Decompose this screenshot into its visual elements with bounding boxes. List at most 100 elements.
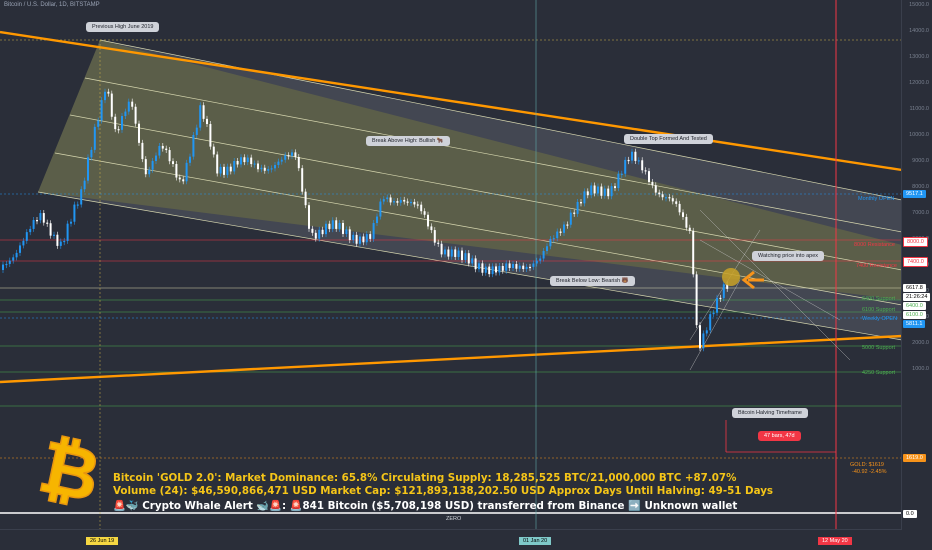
label-7400-resistance: 7400 Resistance [856, 263, 897, 269]
candle-body [243, 157, 246, 163]
candle-body [648, 171, 650, 183]
time-axis[interactable]: 26 Jun 19 01 Jan 20 12 May 20 [0, 529, 902, 550]
candle-body [104, 91, 106, 101]
candle-body [522, 265, 525, 270]
candle-body [563, 224, 565, 233]
candle-body [42, 213, 45, 223]
candle-body [294, 152, 297, 157]
candle-body [87, 157, 89, 181]
candle-body [682, 212, 684, 217]
label-8000-resistance: 8000 Resistance [854, 242, 895, 248]
candle-body [668, 197, 671, 199]
candle-body [461, 250, 463, 260]
candle-body [423, 211, 426, 215]
candle-body [576, 201, 579, 214]
candle-body [491, 266, 494, 275]
candle-body [437, 242, 440, 244]
candle-body [651, 182, 654, 186]
candle-body [593, 185, 596, 194]
callout-double-top: Double Top Formed And Tested [624, 134, 713, 144]
price-tag-6100: 6100.0 [903, 311, 926, 319]
candle-body [253, 163, 256, 165]
candle-body [501, 265, 504, 271]
candle-body [314, 232, 317, 239]
candle-body [512, 264, 514, 269]
candle-body [25, 232, 28, 241]
candle-body [355, 234, 358, 244]
zero-label: ZERO [446, 516, 462, 522]
candle-body [246, 157, 249, 163]
candle-body [263, 167, 266, 171]
candle-body [580, 201, 582, 204]
candle-body [161, 145, 164, 149]
candle-body [151, 160, 154, 170]
candle-body [450, 249, 453, 257]
candle-body [56, 234, 59, 246]
candle-body [335, 220, 338, 229]
candle-body [311, 228, 314, 233]
candle-body [529, 266, 531, 269]
candle-body [719, 297, 722, 300]
candle-body [430, 226, 433, 231]
candle-body [5, 263, 8, 266]
candle-body [226, 166, 229, 175]
candle-body [114, 116, 117, 130]
gold-price-label: GOLD: $1619 [850, 462, 884, 468]
orange-support-line [0, 334, 903, 384]
candle-body [495, 266, 497, 273]
candle-body [692, 230, 695, 275]
candle-body [467, 253, 470, 264]
candle-body [498, 265, 501, 273]
candle-body [348, 229, 351, 241]
candle-body [515, 264, 518, 269]
price-tick: 14000.0 [909, 28, 929, 34]
candle-body [586, 191, 589, 196]
callout-halving: Bitcoin Halving Timeframe [732, 408, 808, 418]
candle-body [444, 249, 446, 255]
candle-body [223, 166, 225, 175]
candle-body [508, 263, 511, 269]
candle-body [722, 284, 725, 299]
candle-body [29, 228, 32, 233]
label-4250-support: 4250 Support [862, 370, 896, 376]
price-tag-last: 6617.8 [903, 284, 926, 292]
candle-body [209, 124, 212, 147]
candle-body [15, 252, 18, 258]
candle-body [212, 146, 215, 155]
candle-body [484, 266, 487, 273]
candle-body [478, 263, 480, 270]
candle-body [535, 260, 538, 264]
candle-body [359, 236, 361, 244]
price-tick: 13000.0 [909, 54, 929, 60]
label-weekly-open: Weekly OPEN [862, 316, 898, 322]
candle-body [233, 160, 236, 172]
candle-body [287, 155, 290, 157]
candle-body [338, 222, 341, 229]
candle-body [614, 186, 616, 189]
candle-body [141, 142, 144, 160]
candle-body [695, 274, 698, 326]
candle-body [270, 168, 273, 170]
candle-body [709, 314, 712, 331]
candle-body [158, 145, 161, 156]
candle-body [59, 241, 62, 246]
callout-watching-apex: Watching price into apex [752, 251, 825, 261]
candle-body [236, 160, 239, 165]
channel-inner-fill [38, 40, 902, 300]
candle-body [46, 222, 49, 224]
candle-body [107, 91, 110, 94]
candle-body [464, 253, 467, 260]
candle-body [542, 251, 545, 259]
candle-body [331, 220, 334, 230]
candle-body [376, 216, 378, 224]
candle-body [168, 150, 171, 162]
candle-body [301, 168, 304, 192]
candle-body [257, 163, 259, 170]
candle-body [525, 266, 528, 270]
candle-body [627, 159, 630, 162]
candle-body [620, 173, 623, 175]
candle-body [396, 201, 399, 203]
candle-body [644, 170, 647, 172]
orange-arrow-icon [741, 270, 764, 290]
